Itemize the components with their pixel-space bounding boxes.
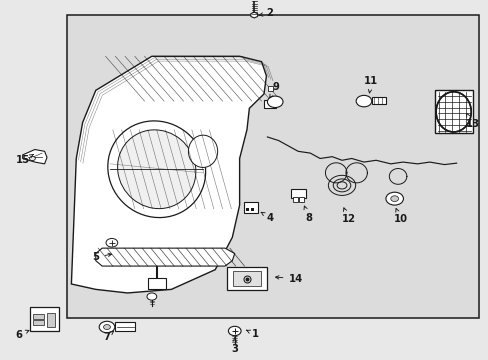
- Polygon shape: [22, 149, 47, 164]
- Text: 6: 6: [15, 330, 29, 340]
- Text: 11: 11: [364, 76, 378, 93]
- Text: 1: 1: [246, 329, 259, 339]
- Polygon shape: [71, 56, 266, 293]
- Bar: [46, 313, 55, 327]
- Text: 10: 10: [393, 208, 407, 224]
- Bar: [148, 278, 165, 289]
- Bar: [232, 271, 261, 286]
- Bar: [299, 197, 304, 202]
- Text: 3: 3: [231, 338, 238, 354]
- Text: 5: 5: [93, 252, 111, 262]
- Bar: [267, 86, 272, 91]
- Circle shape: [29, 156, 35, 161]
- Bar: [244, 202, 258, 213]
- Bar: [264, 100, 275, 108]
- Ellipse shape: [107, 121, 205, 217]
- Text: 4: 4: [261, 212, 273, 222]
- Bar: [246, 208, 249, 211]
- Text: 15: 15: [16, 154, 33, 165]
- Bar: [371, 97, 385, 104]
- Ellipse shape: [117, 130, 196, 208]
- Bar: [251, 208, 254, 211]
- Text: 9: 9: [269, 82, 279, 98]
- Circle shape: [355, 95, 371, 107]
- Ellipse shape: [435, 92, 470, 132]
- Text: 14: 14: [275, 274, 302, 284]
- Circle shape: [228, 326, 241, 336]
- Text: 8: 8: [304, 206, 312, 222]
- Circle shape: [106, 238, 118, 247]
- Ellipse shape: [188, 135, 217, 167]
- Bar: [434, 90, 472, 134]
- Text: 13: 13: [465, 113, 478, 129]
- Text: 12: 12: [341, 208, 355, 224]
- Circle shape: [147, 293, 157, 300]
- Circle shape: [267, 96, 283, 108]
- Circle shape: [385, 192, 403, 205]
- Bar: [115, 322, 135, 331]
- Bar: [33, 320, 43, 325]
- Circle shape: [390, 196, 398, 202]
- Circle shape: [99, 321, 115, 333]
- Text: 7: 7: [103, 331, 113, 342]
- FancyBboxPatch shape: [226, 267, 267, 290]
- Text: 2: 2: [259, 8, 273, 18]
- Bar: [291, 189, 305, 198]
- Polygon shape: [96, 248, 234, 266]
- Bar: [66, 15, 478, 318]
- Polygon shape: [250, 12, 257, 18]
- Bar: [292, 197, 297, 202]
- Bar: [33, 314, 43, 319]
- Bar: [30, 307, 59, 330]
- Circle shape: [103, 324, 110, 329]
